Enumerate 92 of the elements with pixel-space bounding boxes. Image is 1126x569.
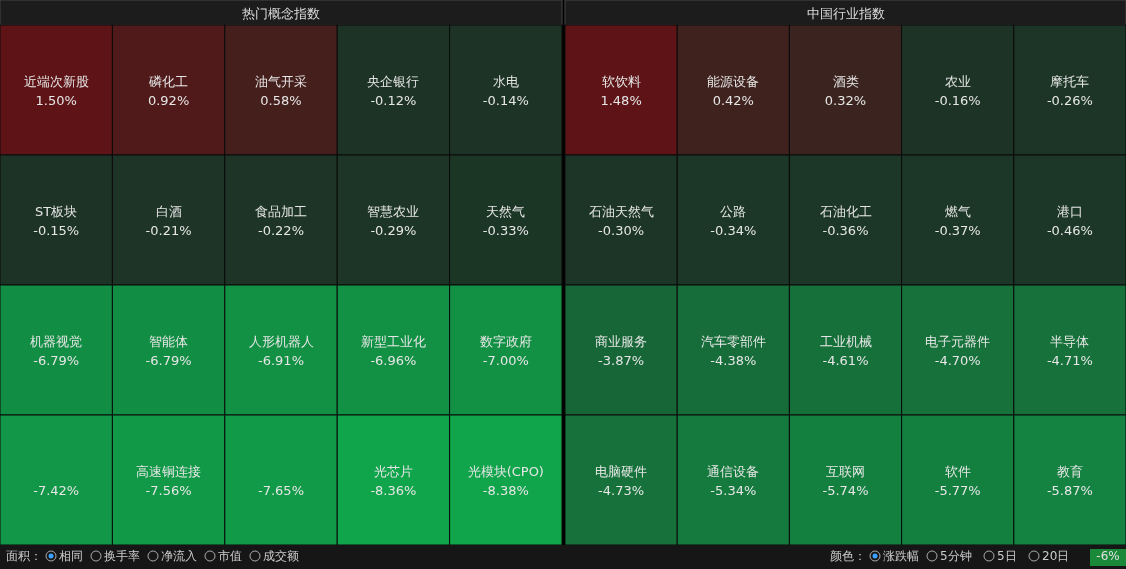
category-label: 数字政府 (479, 334, 532, 349)
data-label: -7.42% (33, 483, 80, 498)
data-label: 0.42% (712, 93, 754, 108)
data-label: -6.91% (258, 353, 304, 368)
category-label: 软件 (944, 464, 971, 479)
text: 5日 (997, 549, 1017, 563)
data-label: -7.56% (145, 483, 192, 498)
category-label: 近端次新股 (23, 74, 89, 89)
data-label: 0.32% (824, 93, 867, 108)
text: 净流入 (161, 549, 197, 563)
category-label: 智能体 (149, 334, 189, 349)
text: 颜色： (830, 549, 866, 563)
data-label: -3.87% (598, 353, 645, 368)
text: 20日 (1042, 549, 1070, 563)
category-label: 机器视觉 (30, 334, 83, 349)
data-label: -6.79% (33, 353, 80, 368)
data-label: -4.73% (598, 483, 645, 498)
category-label: 燃气 (944, 204, 971, 219)
category-label: 公路 (720, 204, 747, 219)
data-label: -8.36% (370, 483, 417, 498)
category-label: ST板块 (35, 204, 78, 219)
data-label: -0.30% (598, 223, 645, 238)
data-label: -8.38% (482, 483, 529, 498)
data-label: -5.34% (710, 483, 757, 498)
text: -6% (1096, 549, 1120, 563)
data-label: -0.46% (1046, 223, 1093, 238)
text: 换手率 (104, 549, 140, 563)
data-label: -0.21% (145, 223, 192, 238)
data-label: 1.48% (600, 93, 642, 108)
category-label: 半导体 (1050, 334, 1090, 349)
data-label: -0.26% (1046, 93, 1093, 108)
category-label: 酒类 (832, 74, 859, 89)
category-label: 港口 (1056, 204, 1083, 219)
text: 面积： (6, 549, 42, 563)
data-label: -0.16% (934, 93, 981, 108)
category-label: 电子元器件 (925, 334, 991, 349)
category-label: 互联网 (826, 464, 865, 479)
category-label: 磷化工 (148, 74, 189, 89)
category-label: 汽车零部件 (700, 334, 766, 349)
data-label: -0.12% (370, 93, 417, 108)
data-label: -0.29% (370, 223, 417, 238)
data-label: 0.58% (260, 93, 302, 108)
category-label: 食品加工 (255, 204, 307, 219)
category-label: 电脑硬件 (595, 464, 648, 479)
category-label: 工业机械 (819, 334, 872, 349)
category-label: 人形机器人 (248, 334, 314, 349)
data-label: 1.50% (35, 93, 77, 108)
category-label: 软饮料 (601, 74, 641, 89)
category-label: 摩托车 (1050, 74, 1090, 89)
text: 涨跌幅 (883, 549, 919, 563)
category-label: 白酒 (155, 204, 182, 219)
text: 中国行业指数 (806, 5, 885, 21)
category-label: 能源设备 (707, 74, 760, 89)
data-label: -5.87% (1046, 483, 1093, 498)
category-label: 天然气 (486, 204, 526, 219)
category-label: 水电 (492, 74, 519, 89)
category-label: 央企银行 (367, 74, 420, 89)
category-label: 智慧农业 (367, 204, 420, 219)
data-label: -0.34% (710, 223, 757, 238)
data-label: -0.22% (258, 223, 304, 238)
text: 成交额 (263, 549, 299, 563)
category-label: 石油化工 (819, 204, 872, 219)
category-label: 光模块(CPO) (467, 464, 544, 479)
data-label: -4.71% (1046, 353, 1093, 368)
text: 5分钟 (940, 549, 972, 563)
category-label: 油气开采 (255, 74, 307, 89)
category-label: 农业 (944, 74, 971, 89)
data-label: -7.00% (482, 353, 529, 368)
data-label: -6.96% (370, 353, 417, 368)
data-label: -4.61% (822, 353, 869, 368)
category-label: 新型工业化 (360, 334, 426, 349)
data-label: 0.92% (147, 93, 190, 108)
data-label: -5.77% (934, 483, 981, 498)
data-label: -0.15% (33, 223, 80, 238)
data-label: -5.74% (822, 483, 869, 498)
data-label: -0.36% (822, 223, 869, 238)
category-label: 石油天然气 (588, 204, 654, 219)
data-label: -0.14% (482, 93, 529, 108)
text: 相同 (59, 549, 83, 563)
category-label: 光芯片 (373, 464, 413, 479)
category-label: 教育 (1056, 464, 1083, 479)
category-label: 通信设备 (707, 464, 760, 479)
data-label: -6.79% (145, 353, 192, 368)
category-label: 高速铜连接 (136, 464, 202, 479)
text: 热门概念指数 (242, 5, 320, 21)
data-label: -4.38% (710, 353, 757, 368)
data-label: -7.65% (258, 483, 304, 498)
data-label: -4.70% (934, 353, 981, 368)
text: 市值 (218, 549, 242, 563)
data-label: -0.33% (482, 223, 529, 238)
data-label: -0.37% (934, 223, 981, 238)
category-label: 商业服务 (595, 334, 648, 349)
